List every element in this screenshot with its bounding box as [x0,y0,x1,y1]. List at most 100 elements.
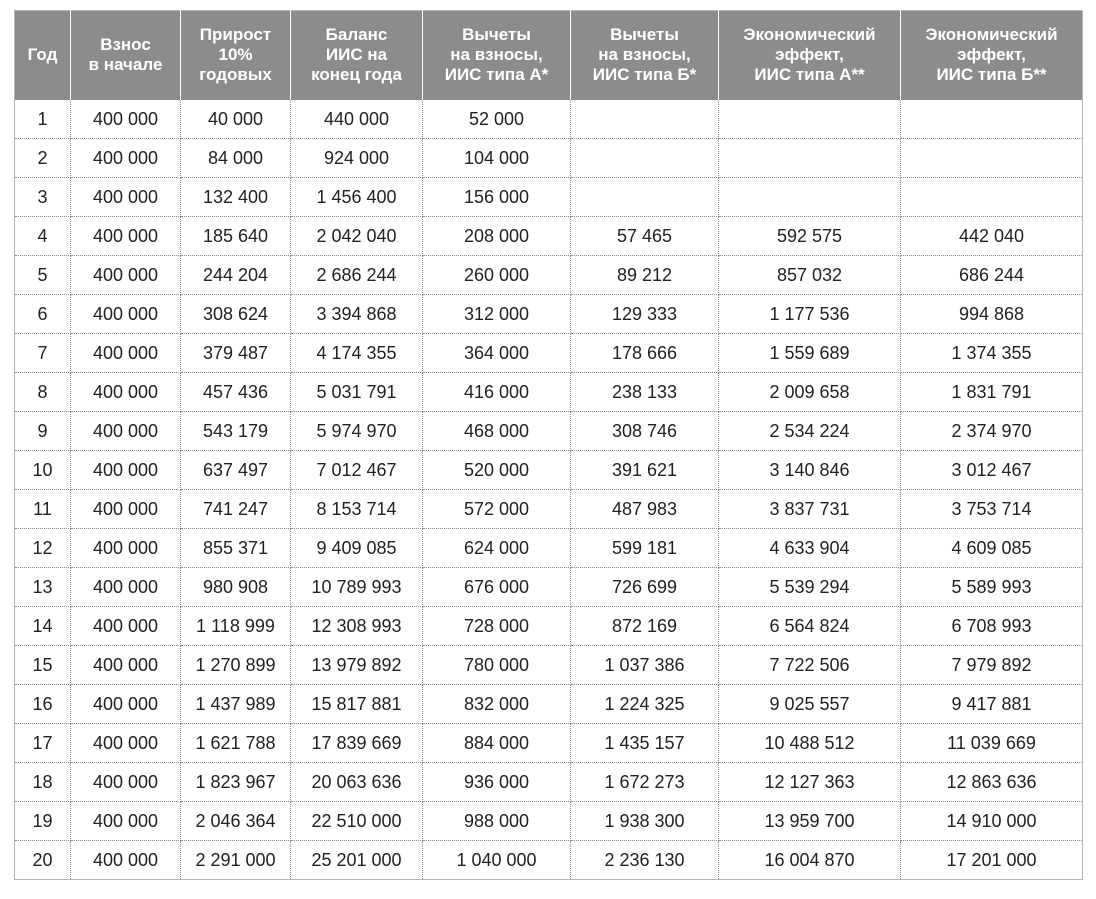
value-cell: 3 012 467 [900,450,1083,490]
value-cell: 22 510 000 [290,801,423,841]
value-cell: 592 575 [718,216,901,256]
value-cell: 12 127 363 [718,762,901,802]
value-cell: 1 437 989 [180,684,291,724]
empty-cell [570,177,719,217]
value-cell: 6 708 993 [900,606,1083,646]
value-cell: 11 039 669 [900,723,1083,763]
year-cell: 9 [14,411,71,451]
year-cell: 20 [14,840,71,880]
value-cell: 741 247 [180,489,291,529]
column-header: Экономический эффект, ИИС типа А** [718,10,901,100]
value-cell: 994 868 [900,294,1083,334]
value-cell: 17 201 000 [900,840,1083,880]
empty-cell [900,177,1083,217]
value-cell: 20 063 636 [290,762,423,802]
value-cell: 400 000 [70,645,181,685]
value-cell: 599 181 [570,528,719,568]
value-cell: 9 409 085 [290,528,423,568]
value-cell: 13 959 700 [718,801,901,841]
value-cell: 8 153 714 [290,489,423,529]
table-row: 17 400 000 1 621 788 17 839 669 884 000 1 435… [14,723,1083,763]
empty-cell [570,138,719,178]
value-cell: 25 201 000 [290,840,423,880]
iis-table: Год Взнос в начале Прирост 10% годовых Бала… [14,10,1083,880]
value-cell: 1 621 788 [180,723,291,763]
table-row: 14 400 000 1 118 999 12 308 993 728 000 872 1… [14,606,1083,646]
value-cell: 884 000 [422,723,571,763]
value-cell: 400 000 [70,411,181,451]
value-cell: 637 497 [180,450,291,490]
value-cell: 520 000 [422,450,571,490]
value-cell: 2 374 970 [900,411,1083,451]
table-row: 18 400 000 1 823 967 20 063 636 936 000 1 672… [14,762,1083,802]
value-cell: 400 000 [70,294,181,334]
value-cell: 832 000 [422,684,571,724]
value-cell: 391 621 [570,450,719,490]
table-header: Год Взнос в начале Прирост 10% годовых Бала… [14,10,1083,100]
value-cell: 7 012 467 [290,450,423,490]
value-cell: 308 746 [570,411,719,451]
value-cell: 400 000 [70,489,181,529]
column-header: Вычеты на взносы, ИИС типа А* [422,10,571,100]
value-cell: 13 979 892 [290,645,423,685]
value-cell: 185 640 [180,216,291,256]
empty-cell [718,138,901,178]
year-cell: 2 [14,138,71,178]
value-cell: 686 244 [900,255,1083,295]
value-cell: 4 633 904 [718,528,901,568]
value-cell: 400 000 [70,450,181,490]
column-header: Прирост 10% годовых [180,10,291,100]
value-cell: 9 417 881 [900,684,1083,724]
year-cell: 16 [14,684,71,724]
table-row: 12 400 000 855 371 9 409 085 624 000 599 181 4… [14,528,1083,568]
year-cell: 15 [14,645,71,685]
value-cell: 3 394 868 [290,294,423,334]
value-cell: 980 908 [180,567,291,607]
year-cell: 8 [14,372,71,412]
value-cell: 400 000 [70,684,181,724]
table-row: 8 400 000 457 436 5 031 791 416 000 238 133 2 … [14,372,1083,412]
year-cell: 13 [14,567,71,607]
value-cell: 2 042 040 [290,216,423,256]
table-body: 1 400 000 40 000 440 000 52 000 2 400 000 84 00… [14,99,1083,880]
value-cell: 5 589 993 [900,567,1083,607]
value-cell: 400 000 [70,840,181,880]
value-cell: 3 140 846 [718,450,901,490]
value-cell: 14 910 000 [900,801,1083,841]
table-row: 19 400 000 2 046 364 22 510 000 988 000 1 938… [14,801,1083,841]
value-cell: 238 133 [570,372,719,412]
table-row: 5 400 000 244 204 2 686 244 260 000 89 212 857… [14,255,1083,295]
value-cell: 400 000 [70,255,181,295]
value-cell: 57 465 [570,216,719,256]
table-row: 3 400 000 132 400 1 456 400 156 000 [14,177,1083,217]
year-cell: 14 [14,606,71,646]
year-cell: 4 [14,216,71,256]
value-cell: 308 624 [180,294,291,334]
value-cell: 400 000 [70,372,181,412]
value-cell: 400 000 [70,177,181,217]
value-cell: 312 000 [422,294,571,334]
year-cell: 19 [14,801,71,841]
empty-cell [718,99,901,139]
value-cell: 572 000 [422,489,571,529]
value-cell: 1 435 157 [570,723,719,763]
value-cell: 543 179 [180,411,291,451]
value-cell: 936 000 [422,762,571,802]
value-cell: 872 169 [570,606,719,646]
value-cell: 2 046 364 [180,801,291,841]
value-cell: 5 539 294 [718,567,901,607]
table-row: 2 400 000 84 000 924 000 104 000 [14,138,1083,178]
header-row: Год Взнос в начале Прирост 10% годовых Бала… [14,10,1083,100]
year-cell: 18 [14,762,71,802]
value-cell: 1 037 386 [570,645,719,685]
table-row: 16 400 000 1 437 989 15 817 881 832 000 1 224… [14,684,1083,724]
value-cell: 5 031 791 [290,372,423,412]
value-cell: 1 831 791 [900,372,1083,412]
empty-cell [900,99,1083,139]
value-cell: 10 488 512 [718,723,901,763]
value-cell: 1 040 000 [422,840,571,880]
value-cell: 364 000 [422,333,571,373]
value-cell: 40 000 [180,99,291,139]
column-header: Взнос в начале [70,10,181,100]
value-cell: 3 837 731 [718,489,901,529]
